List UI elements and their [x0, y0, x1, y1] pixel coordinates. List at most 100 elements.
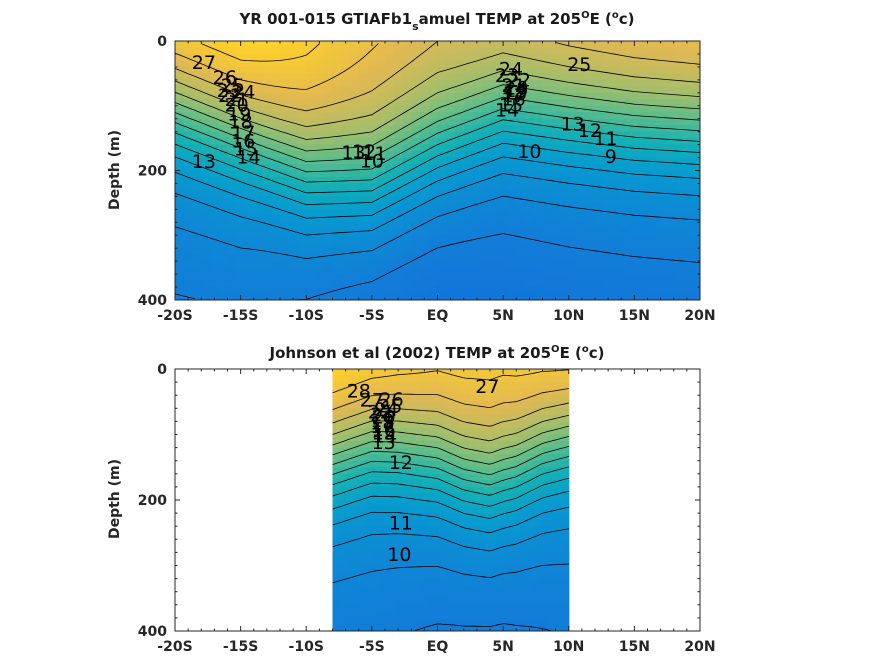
field-cell [595, 209, 605, 217]
field-cell [556, 539, 562, 547]
field-cell [497, 441, 503, 449]
field-cell [466, 617, 471, 626]
field-cell [577, 287, 587, 295]
field-cell [348, 539, 353, 547]
field-cell [525, 382, 530, 390]
field-cell [493, 427, 499, 436]
field-cell [458, 545, 464, 553]
field-cell [691, 170, 700, 178]
field-cell [227, 79, 237, 87]
field-cell [379, 467, 385, 475]
field-cell [472, 66, 482, 74]
field-cell [288, 86, 299, 94]
field-cell [420, 47, 430, 55]
field-cell [399, 447, 404, 455]
field-cell [647, 41, 657, 49]
field-cell [564, 513, 570, 521]
field-cell [638, 144, 649, 152]
field-cell [419, 585, 424, 593]
field-cell [577, 196, 587, 204]
field-cell [682, 228, 692, 236]
field-cell [280, 164, 290, 172]
field-cell [556, 454, 562, 462]
field-cell [367, 151, 377, 159]
field-cell [403, 434, 408, 442]
field-cell [541, 604, 546, 612]
field-cell [498, 248, 509, 256]
field-cell [430, 427, 436, 436]
field-cell [360, 388, 365, 396]
field-cell [533, 125, 544, 133]
field-cell [595, 287, 605, 295]
field-cell [344, 545, 349, 553]
field-cell [481, 41, 491, 49]
field-cell [568, 189, 579, 197]
field-cell [218, 118, 229, 126]
field-cell [407, 558, 412, 567]
field-cell [529, 513, 534, 521]
field-cell [358, 196, 369, 204]
field-cell [415, 585, 420, 593]
field-cell [442, 539, 448, 547]
field-cell [348, 441, 353, 449]
field-cell [481, 254, 491, 262]
field-cell [537, 460, 542, 468]
field-cell [411, 500, 416, 508]
field-cell [227, 60, 237, 68]
field-cell [411, 53, 421, 62]
y-tick-label: 200 [138, 164, 167, 180]
field-cell [341, 241, 351, 249]
field-cell [586, 280, 596, 288]
field-cell [556, 513, 562, 521]
field-cell [411, 241, 421, 249]
field-cell [486, 414, 491, 422]
field-cell [350, 215, 360, 223]
field-cell [407, 513, 412, 521]
field-cell [350, 66, 360, 74]
field-cell [438, 460, 444, 468]
field-cell [525, 151, 535, 159]
field-cell [411, 467, 416, 475]
field-cell [356, 382, 361, 390]
field-cell [227, 293, 237, 300]
field-cell [472, 79, 482, 87]
contour-line [201, 43, 320, 62]
field-cell [411, 41, 421, 49]
field-cell [533, 274, 544, 282]
field-cell [446, 202, 456, 210]
field-cell [513, 572, 519, 580]
field-cell [568, 86, 579, 94]
field-cell [466, 545, 471, 553]
field-cell [490, 578, 495, 586]
field-cell [297, 144, 307, 152]
field-cell [395, 552, 401, 560]
contour-line [175, 130, 700, 194]
field-cell [352, 375, 357, 383]
field-cell [549, 506, 554, 514]
field-cell [542, 86, 552, 94]
field-cell [673, 86, 684, 94]
field-cell [549, 526, 554, 534]
field-cell [517, 480, 523, 488]
field-cell [595, 176, 605, 185]
field-cell [210, 138, 220, 146]
field-cell [332, 164, 342, 172]
field-cell [341, 274, 351, 282]
field-cell [336, 375, 341, 383]
field-cell [682, 274, 692, 282]
field-cell [323, 86, 334, 94]
field-cell [577, 241, 587, 249]
field-cell [391, 617, 397, 626]
field-cell [245, 125, 255, 133]
field-cell [192, 151, 202, 159]
contour-line [175, 173, 700, 236]
field-cell [673, 112, 684, 120]
field-cell [656, 164, 666, 172]
field-cell [656, 196, 666, 204]
field-cell [525, 539, 530, 547]
field-cell [505, 513, 511, 521]
field-cell [403, 545, 408, 553]
field-cell [501, 572, 507, 580]
field-cell [352, 611, 357, 619]
field-cell [533, 545, 538, 553]
